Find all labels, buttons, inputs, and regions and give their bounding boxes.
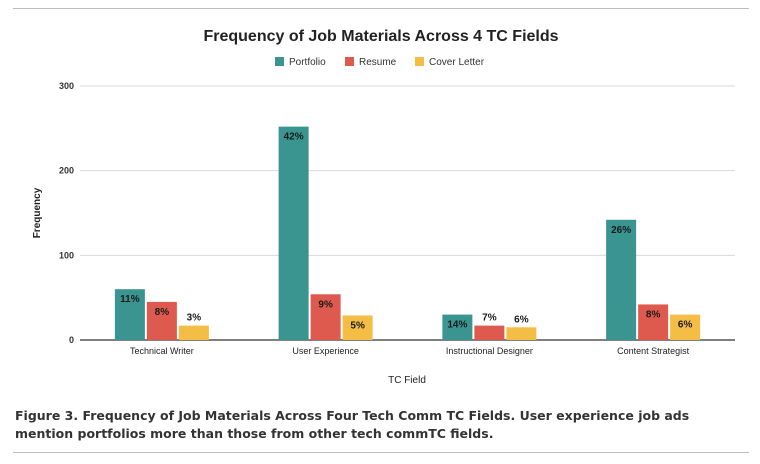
- bar-data-label: 9%: [318, 299, 333, 310]
- bar-data-label: 5%: [350, 320, 365, 331]
- bar-resume: [146, 301, 177, 340]
- bar-cover-letter: [506, 327, 537, 340]
- bar-data-label: 42%: [284, 132, 304, 143]
- bar-data-label: 8%: [646, 309, 661, 320]
- bar-resume: [474, 325, 505, 340]
- x-tick-label: Instructional Designer: [446, 346, 533, 356]
- bar-data-label: 8%: [155, 307, 170, 318]
- bar-portfolio: [442, 314, 473, 340]
- top-rule: [13, 8, 749, 9]
- bar-portfolio: [606, 219, 637, 340]
- bar-resume: [638, 304, 669, 340]
- bar-data-label: 7%: [482, 313, 497, 324]
- y-tick-label: 200: [59, 166, 74, 176]
- bar-cover-letter: [178, 325, 209, 340]
- chart-frame: Frequency of Job Materials Across 4 TC F…: [13, 9, 749, 394]
- bar-data-label: 6%: [514, 314, 529, 325]
- legend-swatch-cover-letter: [415, 57, 424, 66]
- bar-chart: Frequency of Job Materials Across 4 TC F…: [32, 28, 735, 386]
- bar-data-label: 3%: [187, 313, 202, 324]
- bar-portfolio: [278, 126, 309, 340]
- x-tick-label: Content Strategist: [617, 346, 690, 356]
- x-tick-label: User Experience: [292, 346, 359, 356]
- chart-title: Frequency of Job Materials Across 4 TC F…: [203, 28, 558, 45]
- legend-label-cover-letter: Cover Letter: [429, 57, 485, 68]
- y-axis-title: Frequency: [32, 187, 43, 238]
- legend-label-portfolio: Portfolio: [289, 57, 326, 68]
- bar-portfolio: [114, 289, 145, 340]
- x-axis-title: TC Field: [388, 375, 426, 386]
- bottom-rule: [13, 452, 749, 453]
- bar-cover-letter: [670, 314, 701, 340]
- y-tick-label: 0: [69, 335, 74, 345]
- legend-swatch-resume: [345, 57, 354, 66]
- bar-data-label: 11%: [120, 294, 140, 305]
- bar-data-label: 6%: [678, 320, 693, 331]
- figure-caption: Figure 3. Frequency of Job Materials Acr…: [15, 408, 690, 441]
- bar-resume: [310, 294, 341, 340]
- bar-data-label: 14%: [447, 320, 467, 331]
- y-tick-label: 300: [59, 81, 74, 91]
- y-tick-label: 100: [59, 250, 74, 260]
- legend-label-resume: Resume: [359, 57, 397, 68]
- bar-data-label: 26%: [611, 225, 631, 236]
- legend-swatch-portfolio: [275, 57, 284, 66]
- x-tick-label: Technical Writer: [130, 346, 194, 356]
- bar-cover-letter: [342, 315, 373, 340]
